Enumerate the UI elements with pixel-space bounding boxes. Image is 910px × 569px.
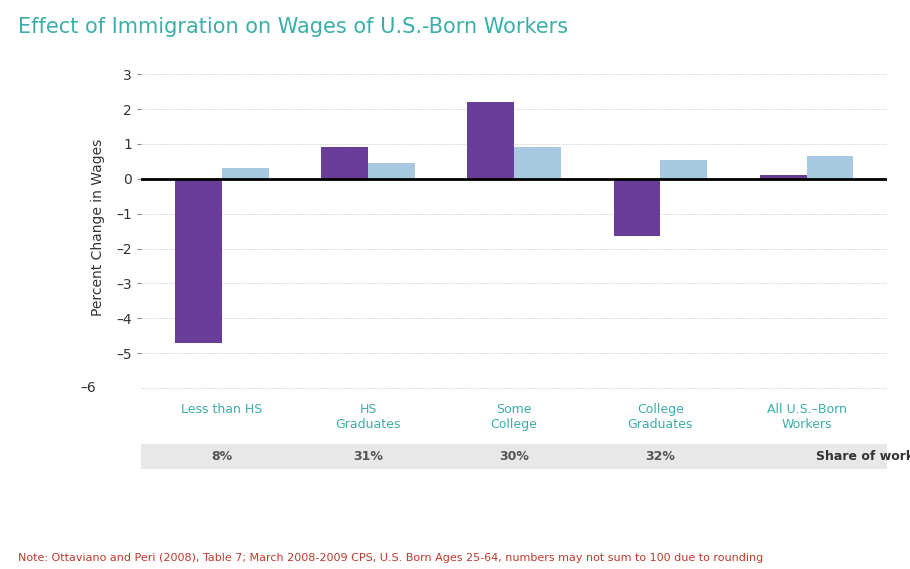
Bar [222, 168, 268, 179]
Bar [321, 147, 368, 179]
Y-axis label: Percent Change in Wages: Percent Change in Wages [91, 139, 106, 316]
Text: –6: –6 [80, 381, 96, 395]
Bar [760, 175, 806, 179]
Text: 32%: 32% [645, 450, 675, 463]
Text: Effect of Immigration on Wages of U.S.-Born Workers: Effect of Immigration on Wages of U.S.-B… [18, 17, 569, 37]
Text: 30%: 30% [500, 450, 529, 463]
Bar [468, 102, 514, 179]
Bar [613, 179, 661, 236]
Bar [368, 163, 415, 179]
Bar [661, 160, 707, 179]
Bar [514, 147, 561, 179]
Text: 8%: 8% [211, 450, 232, 463]
Text: 31%: 31% [353, 450, 383, 463]
Text: Share of workforce: Share of workforce [815, 450, 910, 463]
Text: Note: Ottaviano and Peri (2008), Table 7; March 2008-2009 CPS, U.S. Born Ages 25: Note: Ottaviano and Peri (2008), Table 7… [18, 553, 763, 563]
Bar [175, 179, 222, 343]
Bar [806, 156, 854, 179]
